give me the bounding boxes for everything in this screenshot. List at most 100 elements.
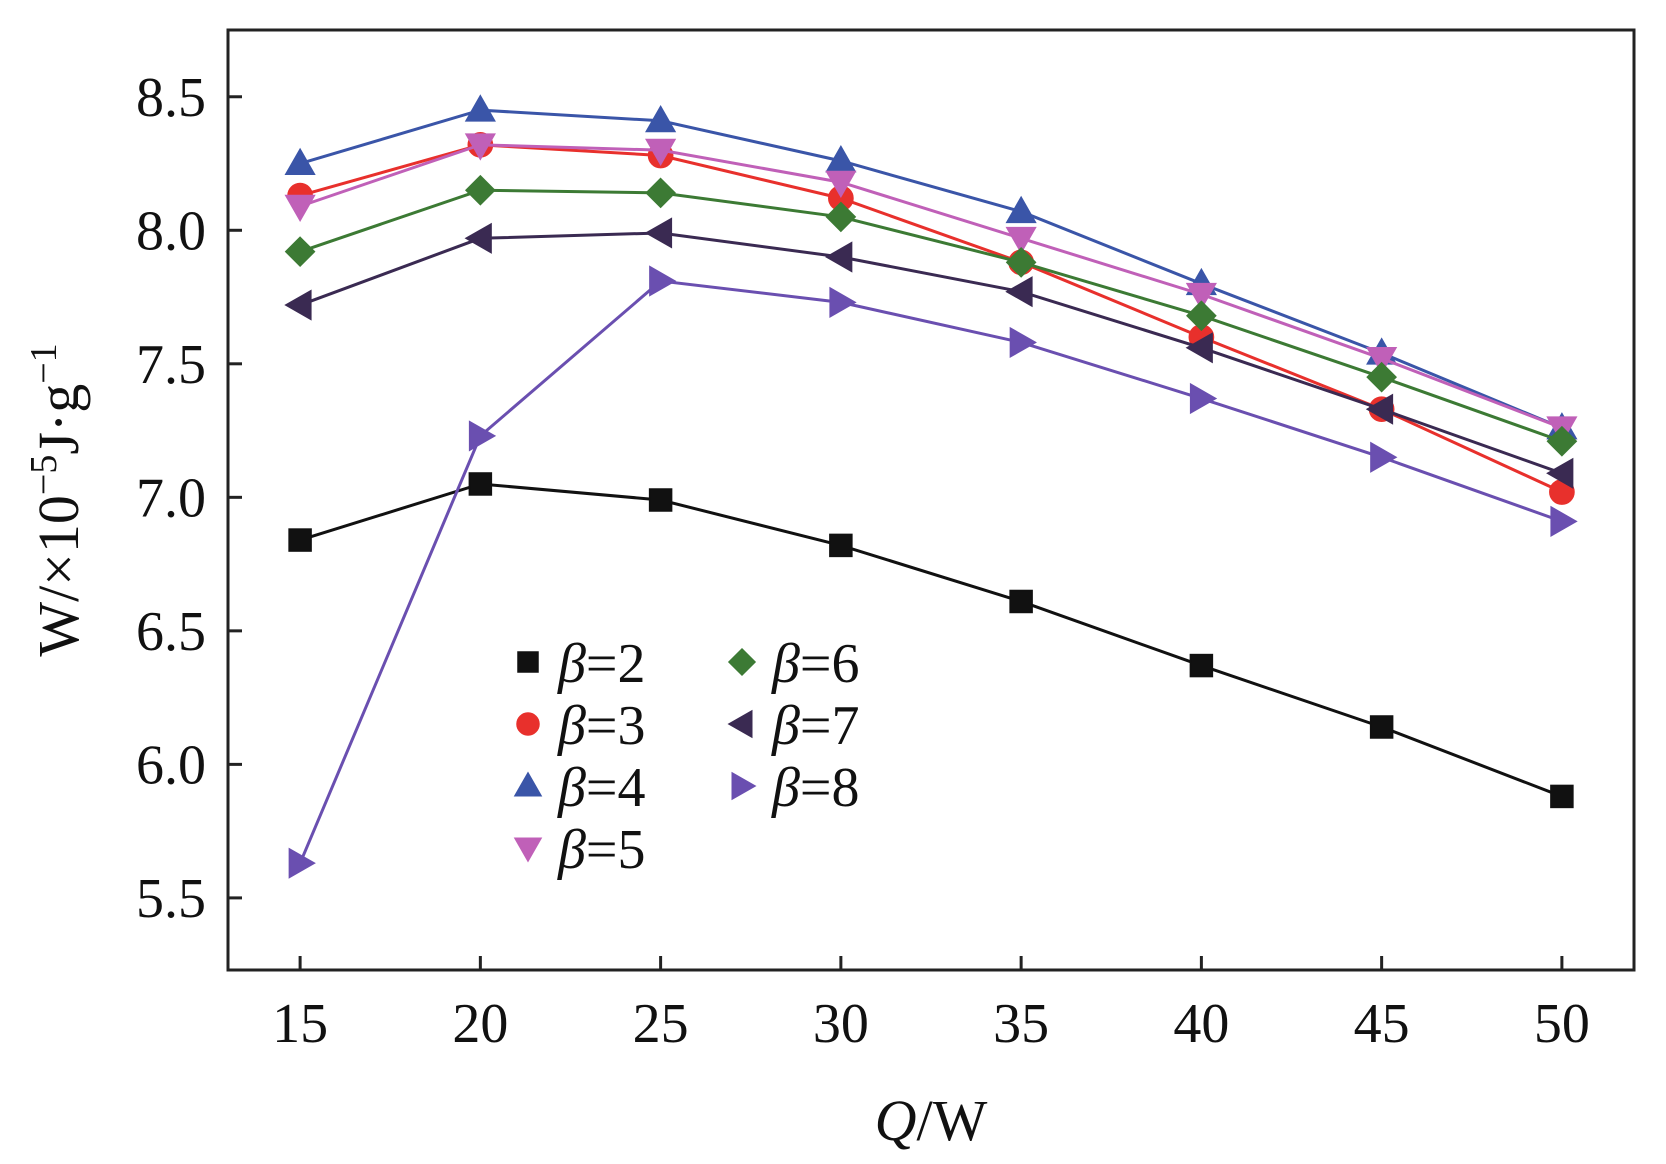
chart-marks [284,94,1578,879]
x-axis-title: Q/W [875,1088,988,1153]
data-point [1366,361,1398,393]
y-axis-title: W/×10−5J·g−1 [23,343,91,656]
data-point [645,104,677,133]
data-point [468,420,497,452]
y-tick-label: 8.0 [136,200,206,262]
data-point [1005,195,1037,224]
data-point [645,138,677,166]
legend-marker [517,651,539,673]
data-point [1005,276,1033,308]
data-point [1185,332,1213,364]
data-point [464,222,492,254]
y-tick-label: 6.5 [136,601,206,663]
x-axis-title-rest: /W [917,1088,988,1153]
x-tick-label: 15 [272,993,328,1055]
legend-label: β=4 [557,757,645,819]
plot-frame [226,28,1636,972]
y-tick-label: 7.5 [136,334,206,396]
data-point [284,147,316,175]
legend-marker [516,712,540,736]
y-tick-label: 7.0 [136,467,206,529]
legend-marker [727,709,753,739]
legend-value: =3 [586,695,646,757]
y-axis-title-unit: J·g [26,384,91,455]
data-point [1189,382,1218,415]
data-point [648,488,673,512]
legend-greek: β [771,757,800,819]
data-point [825,170,857,199]
data-point [1186,300,1217,332]
legend-marker [727,647,757,677]
data-point [825,241,853,273]
y-axis: 5.5 6.0 6.5 7.0 7.5 8.0 8.5 [136,67,242,930]
legend-greek: β [771,633,800,695]
legend-marker [513,837,543,863]
legend-greek: β [771,695,800,757]
data-point [1009,326,1037,359]
legend-value: =7 [800,695,860,757]
legend-item: β=8 [731,757,859,819]
series-line [299,143,1563,494]
data-point [1005,226,1037,255]
series-7 [284,217,1574,489]
legend-item: β=3 [516,695,645,757]
x-tick-label: 45 [1354,993,1410,1055]
legend-item: β=4 [513,757,645,819]
legend-item: β=7 [727,695,859,757]
legend-label: β=8 [771,757,859,819]
data-point [1369,715,1394,739]
legend-item: β=6 [727,633,859,695]
y-axis-title-main: W/×10 [26,495,91,657]
data-point [829,286,857,318]
legend-greek: β [557,757,586,819]
series-8 [288,265,1578,879]
data-point [644,217,673,249]
legend-value: =2 [586,633,646,695]
data-point [1550,784,1574,809]
y-tick-label: 8.5 [136,67,206,129]
legend-label: β=6 [771,633,859,695]
data-point [284,194,316,223]
y-tick-label: 5.5 [136,868,206,930]
data-point [1365,393,1394,425]
data-point [1370,441,1398,473]
legend-greek: β [557,695,586,757]
data-point [464,94,496,122]
y-axis-title-exp1: −5 [23,455,65,495]
x-tick-label: 50 [1534,993,1590,1055]
legend-label: β=2 [557,633,645,695]
legend-value: =5 [586,819,646,881]
series-line [299,143,1563,430]
data-point [1366,346,1398,375]
data-point [464,133,496,161]
legend-label: β=7 [771,695,859,757]
data-point [1185,282,1217,311]
y-tick-label: 6.0 [136,734,206,796]
x-tick-label: 35 [993,993,1049,1055]
x-tick-label: 20 [452,993,508,1055]
data-point [1546,425,1578,457]
series-line [299,231,1563,475]
series-line [299,188,1563,443]
data-point [1550,505,1578,537]
data-point [288,847,316,879]
legend-value: =4 [586,757,646,819]
legend-marker [731,771,757,801]
legend-greek: β [557,633,586,695]
data-point [829,533,853,558]
series-5 [284,133,1578,444]
data-point [1009,589,1033,614]
legend-marker [513,771,543,797]
data-point [825,201,857,233]
data-point [1546,457,1574,489]
series-line [299,108,1563,430]
data-point [1005,246,1037,278]
legend-label: β=3 [557,695,645,757]
data-point [284,289,312,321]
legend-label: β=5 [557,819,645,881]
data-point [464,174,496,206]
data-point [1189,653,1214,678]
data-point [645,177,676,209]
legend: β=2β=3β=4β=5β=6β=7β=8 [513,633,859,881]
